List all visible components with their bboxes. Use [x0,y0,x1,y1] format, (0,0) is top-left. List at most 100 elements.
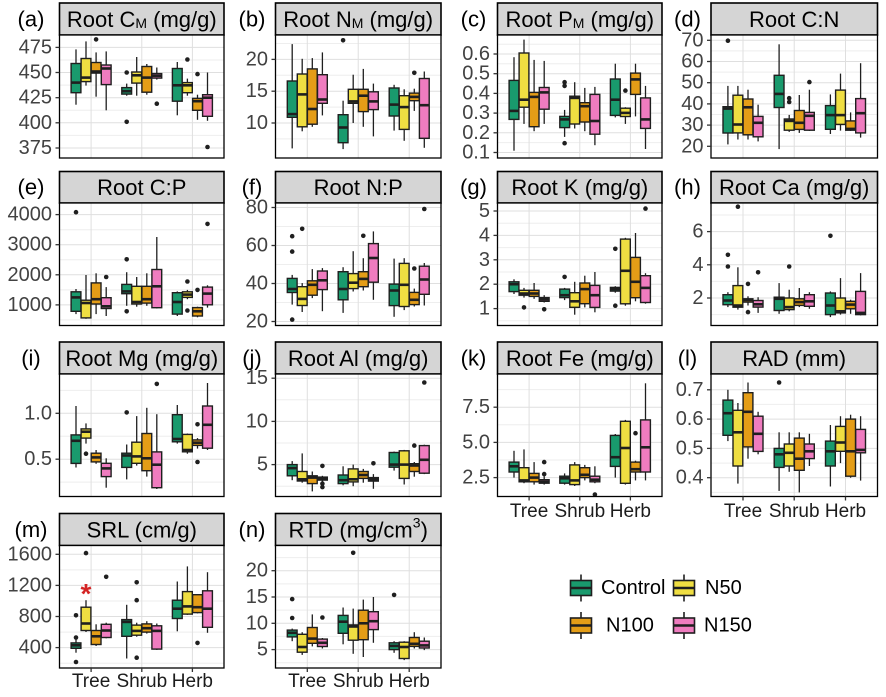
svg-text:10: 10 [246,410,268,432]
svg-text:50: 50 [681,72,703,94]
svg-text:(k): (k) [461,346,487,371]
svg-text:(h): (h) [674,175,701,200]
svg-text:Root N:P: Root N:P [314,175,403,200]
svg-text:1200: 1200 [8,574,53,596]
svg-text:2: 2 [692,287,703,309]
svg-text:Root PM (mg/g): Root PM (mg/g) [505,7,654,32]
svg-text:1: 1 [479,298,490,320]
svg-text:(b): (b) [239,7,266,32]
svg-text:Root CM (mg/g): Root CM (mg/g) [67,7,217,32]
svg-text:Root Al (mg/g): Root Al (mg/g) [288,346,429,371]
svg-text:15: 15 [246,367,268,389]
svg-text:(a): (a) [18,7,45,32]
svg-text:1000: 1000 [8,294,53,316]
svg-text:3: 3 [479,249,490,271]
svg-text:1.0: 1.0 [24,402,52,424]
svg-text:450: 450 [19,62,52,84]
svg-text:0.4: 0.4 [462,82,490,104]
svg-text:20: 20 [246,311,268,333]
svg-text:(l): (l) [678,346,698,371]
svg-text:0.1: 0.1 [462,142,490,164]
svg-text:2.5: 2.5 [462,467,490,489]
svg-text:(d): (d) [674,7,701,32]
svg-text:20: 20 [246,48,268,70]
svg-text:15: 15 [246,80,268,102]
svg-text:70: 70 [681,29,703,51]
svg-text:10: 10 [246,112,268,134]
svg-text:Root K (mg/g): Root K (mg/g) [511,175,648,200]
svg-text:Root C:N: Root C:N [749,7,839,32]
svg-text:4: 4 [479,224,490,246]
svg-text:Tree: Tree [724,501,762,522]
svg-text:N150: N150 [704,615,752,637]
svg-text:4: 4 [692,254,703,276]
svg-text:Herb: Herb [825,501,866,522]
svg-text:Herb: Herb [610,501,651,522]
svg-text:Tree: Tree [510,501,548,522]
svg-text:(m): (m) [15,517,48,542]
svg-text:Control: Control [601,577,665,599]
svg-text:475: 475 [19,36,52,58]
svg-text:20: 20 [246,560,268,582]
svg-text:10: 10 [246,612,268,634]
svg-text:5: 5 [479,200,490,222]
svg-text:6: 6 [692,221,703,243]
svg-text:Herb: Herb [172,671,213,692]
svg-text:Root Mg (mg/g): Root Mg (mg/g) [65,346,218,371]
svg-text:20: 20 [681,135,703,157]
svg-text:SRL (cm/g): SRL (cm/g) [87,517,197,542]
svg-text:375: 375 [19,137,52,159]
svg-text:80: 80 [246,197,268,219]
svg-text:Root Ca (mg/g): Root Ca (mg/g) [719,175,869,200]
svg-text:4000: 4000 [8,204,53,226]
svg-text:Tree: Tree [288,671,326,692]
svg-text:0.5: 0.5 [462,63,490,85]
svg-text:N100: N100 [606,615,654,637]
svg-text:0.2: 0.2 [462,122,490,144]
svg-text:5: 5 [257,454,268,476]
svg-text:RAD (mm): RAD (mm) [742,346,846,371]
svg-text:*: * [81,578,92,609]
svg-text:Root C:P: Root C:P [97,175,186,200]
svg-text:7.5: 7.5 [462,396,490,418]
svg-text:Root NM (mg/g): Root NM (mg/g) [283,7,433,32]
svg-text:N50: N50 [705,577,742,599]
svg-text:(i): (i) [21,346,41,371]
svg-text:0.7: 0.7 [676,379,704,401]
svg-text:RTD (mg/cm3): RTD (mg/cm3) [289,515,428,543]
svg-text:Shrub: Shrub [116,671,167,692]
svg-text:60: 60 [246,235,268,257]
svg-text:400: 400 [19,637,52,659]
svg-text:(n): (n) [239,517,266,542]
svg-text:Shrub: Shrub [333,671,384,692]
svg-text:15: 15 [246,586,268,608]
svg-text:30: 30 [681,114,703,136]
svg-text:400: 400 [19,112,52,134]
svg-text:0.6: 0.6 [462,43,490,65]
svg-text:(g): (g) [460,175,487,200]
svg-text:0.5: 0.5 [24,448,52,470]
svg-text:Shrub: Shrub [769,501,820,522]
svg-text:800: 800 [19,606,52,628]
svg-text:0.5: 0.5 [676,437,704,459]
svg-text:(e): (e) [18,175,45,200]
svg-text:60: 60 [681,51,703,73]
svg-text:Shrub: Shrub [554,501,605,522]
svg-text:1600: 1600 [8,543,53,565]
svg-text:0.6: 0.6 [676,408,704,430]
svg-text:Tree: Tree [72,671,110,692]
svg-text:0.3: 0.3 [462,102,490,124]
svg-text:3000: 3000 [8,234,53,256]
svg-text:5: 5 [257,639,268,661]
svg-text:Root Fe (mg/g): Root Fe (mg/g) [506,346,654,371]
svg-text:(j): (j) [242,346,262,371]
svg-text:425: 425 [19,87,52,109]
svg-text:0.4: 0.4 [676,467,704,489]
svg-text:(c): (c) [461,7,487,32]
svg-text:40: 40 [681,93,703,115]
svg-text:2000: 2000 [8,264,53,286]
svg-text:(f): (f) [242,175,263,200]
svg-text:5.0: 5.0 [462,431,490,453]
svg-text:2: 2 [479,273,490,295]
svg-text:Herb: Herb [389,671,430,692]
